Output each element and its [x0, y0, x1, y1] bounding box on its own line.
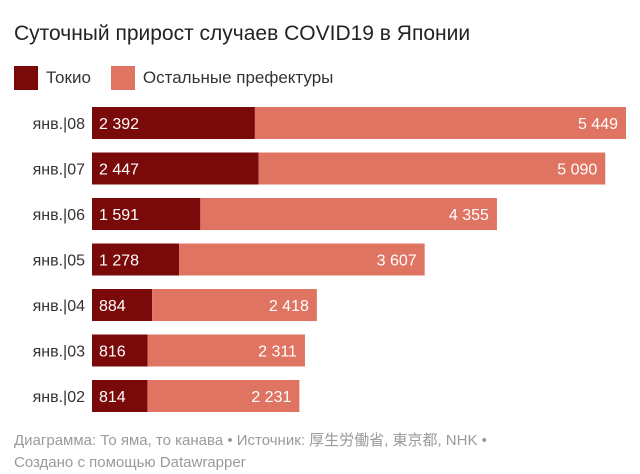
bar-other: [254, 107, 626, 139]
category-label: янв.|07: [33, 162, 86, 179]
category-label: янв.|02: [33, 389, 86, 406]
legend: Токио Остальные префектуры: [14, 66, 353, 90]
category-label: янв.|03: [33, 344, 86, 361]
data-label-other: 2 418: [269, 298, 309, 315]
data-label-other: 2 311: [258, 344, 297, 361]
footer-datawrapper: Создано с помощью Datawrapper: [14, 454, 246, 471]
bar-tokyo: [92, 198, 201, 230]
data-label-other: 3 607: [377, 253, 417, 270]
category-label: янв.|08: [33, 116, 86, 133]
data-label-tokyo: 2 392: [99, 116, 139, 133]
bar-tokyo: [92, 334, 148, 367]
data-label-tokyo: 2 447: [99, 162, 139, 179]
legend-swatch-other: [110, 66, 135, 90]
bar-tokyo: [92, 380, 148, 412]
data-label-other: 2 231: [251, 389, 291, 406]
bar-other: [200, 198, 497, 230]
data-label-other: 5 090: [557, 162, 597, 179]
bar-other: [152, 289, 317, 321]
data-label-tokyo: 1 278: [99, 253, 139, 270]
data-label-tokyo: 816: [99, 344, 126, 361]
category-label: янв.|05: [33, 253, 86, 270]
legend-item-tokyo: Токио: [14, 66, 91, 90]
bar-chart: янв.|08 2 392 5 449 янв.|07 2 447 5 090 янв.|0…: [33, 107, 626, 412]
bar-other: [258, 152, 606, 185]
bar-other: [147, 380, 300, 412]
data-label-tokyo: 1 591: [99, 207, 139, 224]
footer: Диаграмма: То яма, то канава • Источник:…: [14, 430, 614, 474]
data-label-tokyo: 884: [99, 298, 126, 315]
data-label-other: 5 449: [578, 116, 618, 133]
category-label: янв.|06: [33, 207, 86, 224]
bar-tokyo: [92, 289, 153, 321]
bar-other: [179, 243, 425, 276]
bar-tokyo: [92, 152, 259, 185]
category-label: янв.|04: [33, 298, 86, 315]
footer-credit: Диаграмма: То яма, то канава • Источник:…: [14, 432, 487, 449]
data-label-tokyo: 814: [99, 389, 126, 406]
chart-title: Суточный прирост случаев COVID19 в Япони…: [14, 22, 471, 45]
bar-tokyo: [92, 107, 255, 139]
bar-other: [147, 334, 305, 367]
legend-label-tokyo: Токио: [46, 68, 91, 87]
legend-label-other: Остальные префектуры: [142, 68, 334, 87]
data-label-other: 4 355: [449, 207, 489, 224]
bar-tokyo: [92, 243, 180, 276]
legend-item-other: Остальные префектуры: [110, 66, 334, 90]
legend-swatch-tokyo: [14, 66, 38, 90]
